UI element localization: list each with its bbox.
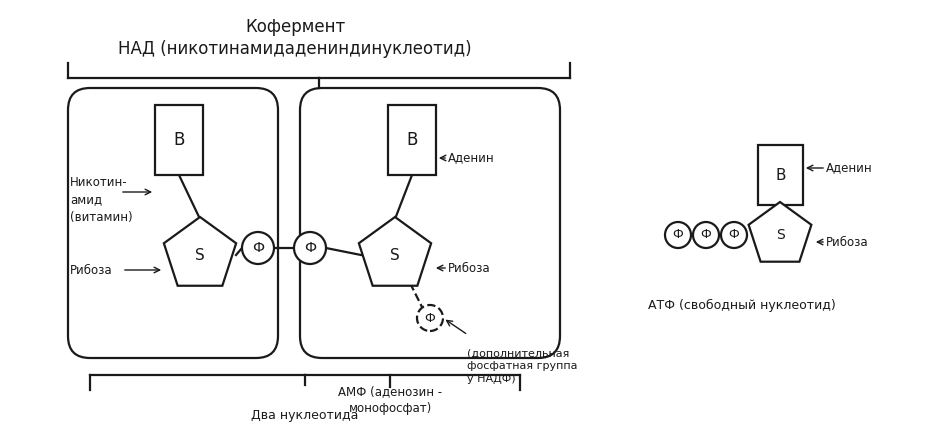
Text: Рибоза: Рибоза	[826, 236, 869, 249]
Text: Рибоза: Рибоза	[70, 264, 113, 276]
Text: Никотин-
амид
(витамин): Никотин- амид (витамин)	[70, 175, 133, 224]
Circle shape	[294, 232, 326, 264]
Text: Ф: Ф	[672, 228, 684, 242]
Bar	[155, 105, 203, 175]
Text: В: В	[776, 168, 786, 182]
Text: (дополнительная
фосфатная группа
у НАДФ): (дополнительная фосфатная группа у НАДФ)	[467, 348, 578, 384]
Text: Ф: Ф	[700, 228, 711, 242]
Bar	[388, 105, 436, 175]
Text: АТФ (свободный нуклеотид): АТФ (свободный нуклеотид)	[648, 298, 836, 312]
Circle shape	[693, 222, 719, 248]
Text: Ф: Ф	[252, 241, 264, 255]
Text: Ф: Ф	[304, 241, 316, 255]
Text: Два нуклеотида: Два нуклеотида	[251, 408, 359, 421]
Circle shape	[242, 232, 274, 264]
Text: Аденин: Аденин	[448, 151, 495, 165]
Polygon shape	[749, 202, 811, 262]
Text: Ф: Ф	[728, 228, 739, 242]
Polygon shape	[359, 217, 432, 286]
Circle shape	[665, 222, 691, 248]
Circle shape	[417, 305, 443, 331]
Polygon shape	[164, 217, 236, 286]
Text: S: S	[195, 248, 205, 262]
Text: S: S	[776, 228, 784, 242]
Text: Рибоза: Рибоза	[448, 261, 491, 274]
Bar	[758, 145, 803, 205]
Text: НАД (никотинамидадениндинуклеотид): НАД (никотинамидадениндинуклеотид)	[118, 40, 472, 58]
Text: S: S	[390, 248, 400, 262]
Text: Ф: Ф	[425, 311, 435, 325]
Text: Аденин: Аденин	[826, 162, 872, 175]
Text: В: В	[406, 131, 418, 149]
Text: Кофермент: Кофермент	[245, 18, 345, 36]
FancyBboxPatch shape	[300, 88, 560, 358]
FancyBboxPatch shape	[68, 88, 278, 358]
Circle shape	[721, 222, 747, 248]
Text: АМФ (аденозин -
монофосфат): АМФ (аденозин - монофосфат)	[338, 385, 442, 415]
Text: В: В	[173, 131, 185, 149]
